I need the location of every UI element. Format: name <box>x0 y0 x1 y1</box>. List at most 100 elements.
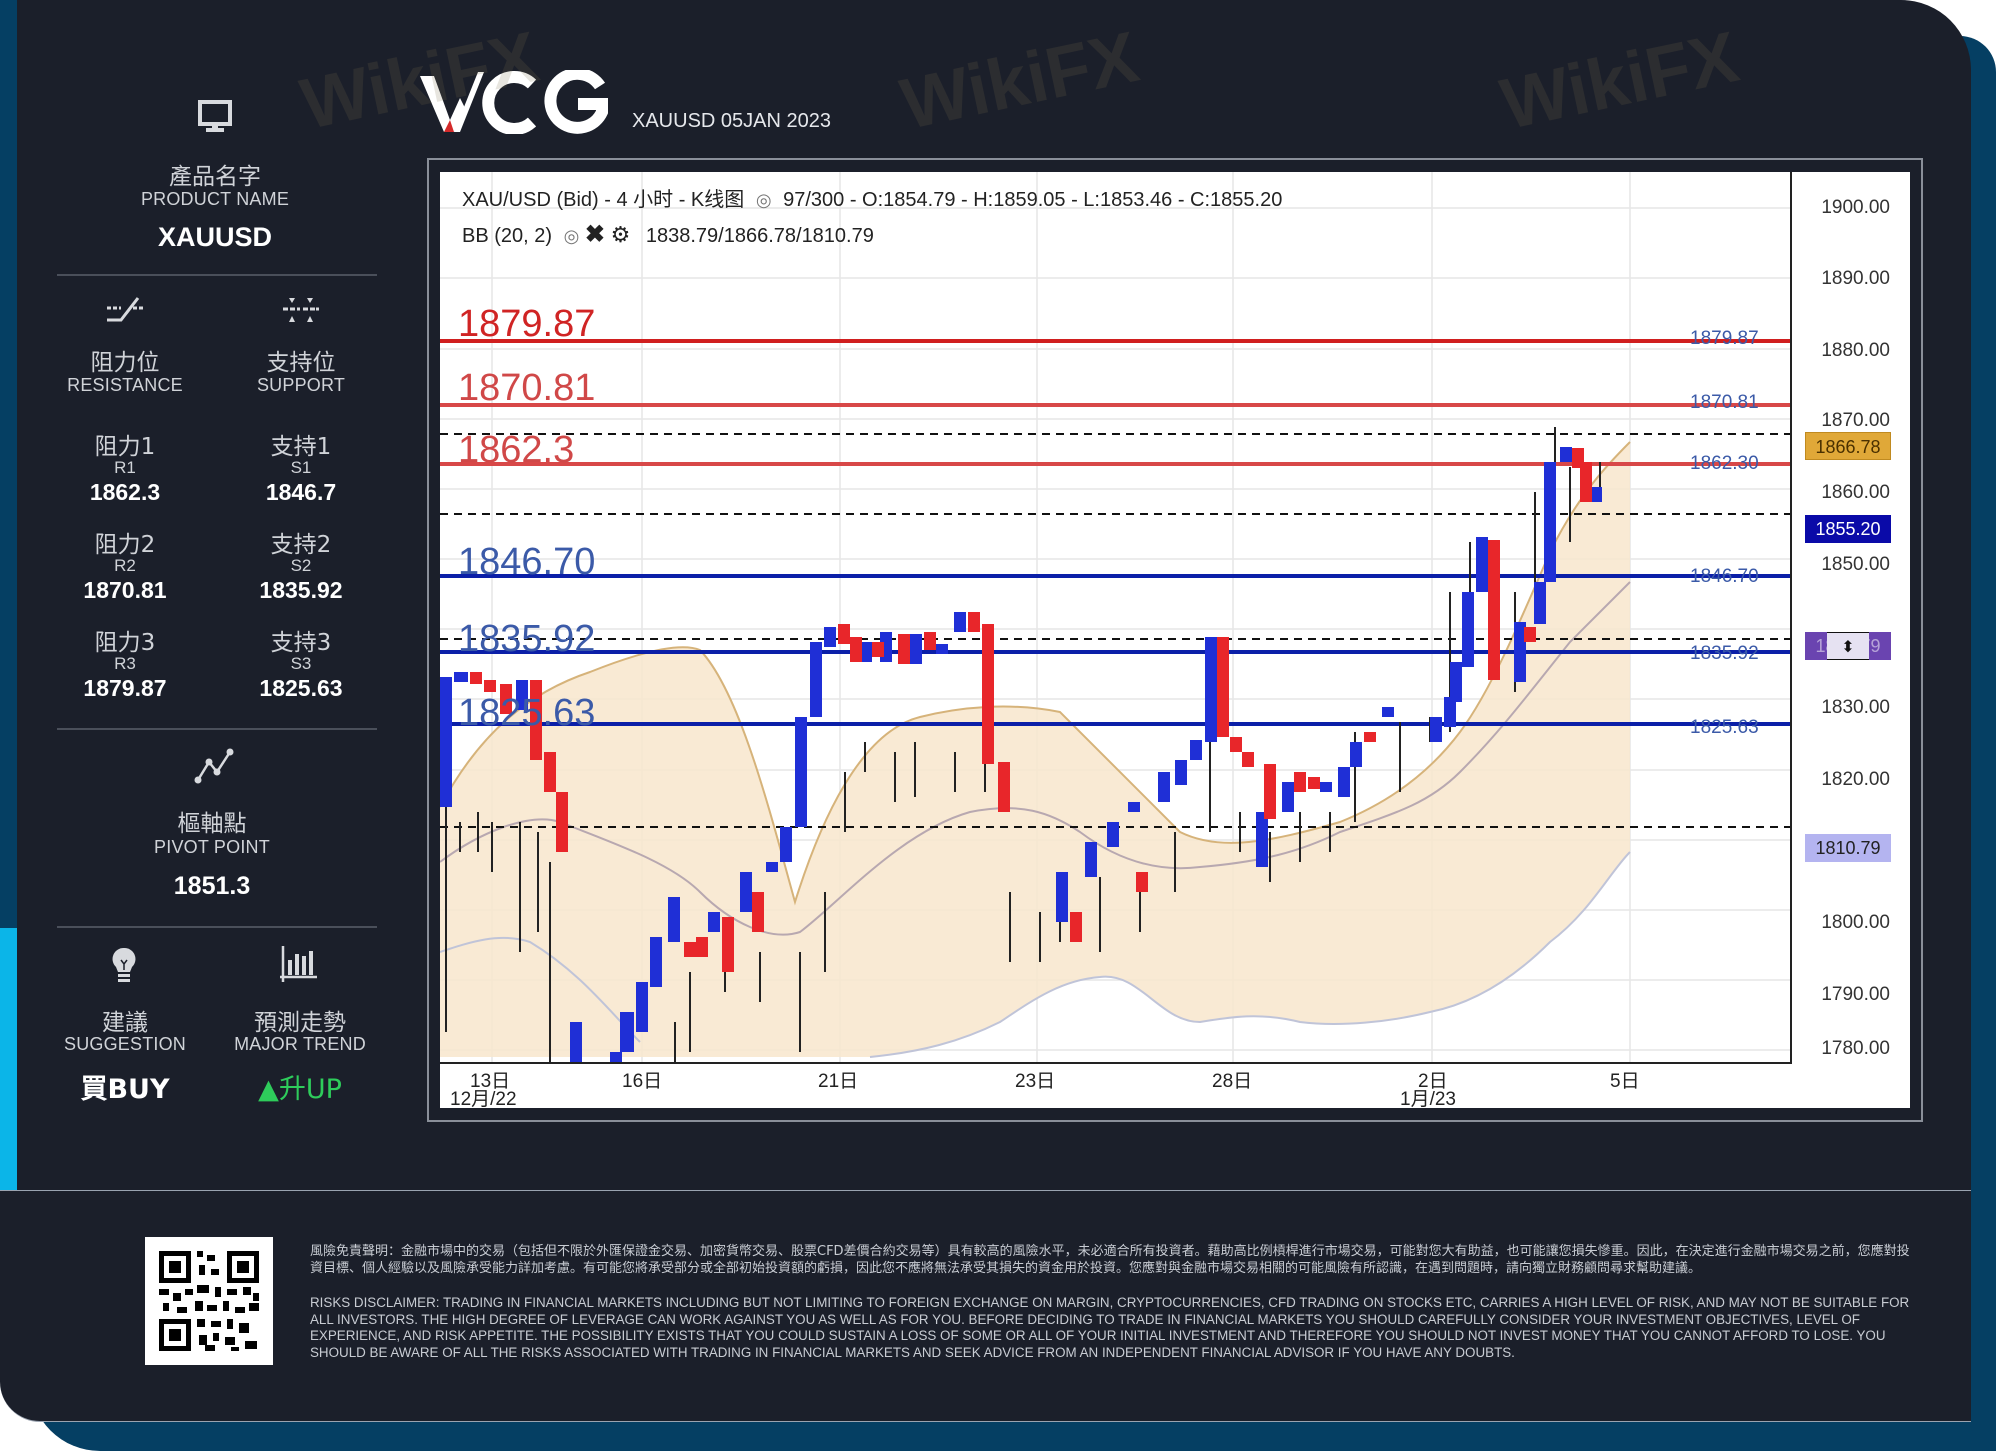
r2-value: 1870.81 <box>83 577 167 603</box>
x-tick: 28日 <box>1212 1071 1253 1092</box>
y-axis-line <box>1790 172 1792 1062</box>
y-tick: 1850.00 <box>1821 554 1890 575</box>
y-tick: 1790.00 <box>1821 984 1890 1005</box>
level-label-r3: 1879.87 <box>458 303 596 345</box>
indicator-values: 1838.79/1866.78/1810.79 <box>645 225 874 247</box>
x-axis-line <box>440 1062 1792 1064</box>
x-tick: 16日 <box>622 1071 663 1092</box>
y-tick: 1890.00 <box>1821 268 1890 289</box>
y-tick: 1780.00 <box>1821 1038 1890 1059</box>
level-tag-r1: 1862.30 <box>1690 453 1759 474</box>
s3-value: 1825.63 <box>259 675 343 701</box>
last-price-tag: 1855.20 <box>1805 515 1891 543</box>
r3-label-zh: 阻力3 <box>94 630 156 656</box>
wcg-logo <box>420 70 608 134</box>
resistance-label-zh: 阻力位 <box>90 350 160 376</box>
report-title: XAUUSD 05JAN 2023 <box>632 110 831 132</box>
pivot-chart-icon <box>194 748 234 784</box>
trend-label-en: MAJOR TREND <box>234 1034 366 1054</box>
x-tick: 23日 <box>1015 1071 1056 1092</box>
indicator-eye-icon[interactable]: ◎ <box>563 226 580 246</box>
y-tick: 1820.00 <box>1821 769 1890 790</box>
product-label-en: PRODUCT NAME <box>140 189 290 209</box>
s2-code: S2 <box>290 556 312 575</box>
r1-label-zh: 阻力1 <box>94 434 156 460</box>
x-tick: 2日 <box>1418 1071 1448 1092</box>
disclaimer-chinese: 風險免責聲明：金融市場中的交易（包括但不限於外匯保證金交易、加密貨幣交易、股票C… <box>310 1244 1910 1276</box>
product-label-zh: 產品名字 <box>169 164 261 190</box>
r1-code: R1 <box>114 458 136 477</box>
trend-label-zh: 預測走勢 <box>254 1010 346 1036</box>
suggestion-label-en: SUGGESTION <box>63 1034 186 1054</box>
drag-handle-icon[interactable]: ⬍ <box>1827 632 1869 660</box>
level-tag-s2: 1835.92 <box>1690 643 1759 664</box>
trend-value: ▲升UP <box>200 1067 400 1106</box>
bar-chart-icon <box>280 946 317 982</box>
divider <box>57 274 377 276</box>
x-tick: 13日 <box>470 1071 511 1092</box>
r1-value: 1862.3 <box>89 479 161 505</box>
suggestion-value: 買BUY <box>80 1074 170 1105</box>
chart-legend-indicator: BB (20, 2) ◎ ✖ ⚙ 1838.79/1866.78/1810.79 <box>462 220 874 249</box>
bb-middle-tag[interactable]: 1838.79 ⬍ <box>1805 632 1891 660</box>
y-tick: 1830.00 <box>1821 697 1890 718</box>
s1-label-zh: 支持1 <box>270 434 332 460</box>
ohlc-stats: 97/300 - O:1854.79 - H:1859.05 - L:1853.… <box>783 189 1283 211</box>
candlestick-plot[interactable] <box>440 172 1790 1062</box>
x-tick: 21日 <box>818 1071 859 1092</box>
qr-code[interactable] <box>145 1237 273 1365</box>
y-tick: 1870.00 <box>1821 410 1890 431</box>
monitor-icon <box>198 100 232 132</box>
s1-value: 1846.7 <box>265 479 337 505</box>
disclaimer-english: RISKS DISCLAIMER: TRADING IN FINANCIAL M… <box>310 1295 1910 1360</box>
level-tag-r3: 1879.87 <box>1690 328 1759 349</box>
level-label-r2: 1870.81 <box>458 367 596 409</box>
indicator-name: BB (20, 2) <box>462 225 553 247</box>
r3-value: 1879.87 <box>83 675 167 701</box>
level-tag-r2: 1870.81 <box>1690 392 1759 413</box>
pivot-label-en: PIVOT POINT <box>154 837 270 857</box>
divider <box>57 728 377 730</box>
pivot-label-zh: 樞軸點 <box>177 811 247 837</box>
level-label-r1: 1862.3 <box>458 429 575 471</box>
y-tick: 1860.00 <box>1821 482 1890 503</box>
level-tag-s3: 1825.63 <box>1690 717 1759 738</box>
pivot-value: 1851.3 <box>173 872 251 900</box>
y-tick: 1800.00 <box>1821 912 1890 933</box>
indicator-settings-gear-icon[interactable]: ⚙ <box>610 222 631 247</box>
y-tick: 1880.00 <box>1821 340 1890 361</box>
s2-label-zh: 支持2 <box>270 532 332 558</box>
accent-strip <box>0 0 18 928</box>
accent-strip-highlight <box>0 928 18 1190</box>
support-icon <box>283 298 319 322</box>
indicator-remove-icon[interactable]: ✖ <box>584 221 605 248</box>
y-tick: 1900.00 <box>1821 197 1890 218</box>
resistance-icon <box>107 297 143 322</box>
lightbulb-icon <box>112 947 136 982</box>
level-label-s3: 1825.63 <box>458 692 596 734</box>
product-value: XAUUSD <box>157 222 272 252</box>
r2-code: R2 <box>114 556 136 575</box>
bb-upper-tag: 1866.78 <box>1805 432 1891 460</box>
s2-value: 1835.92 <box>259 577 343 603</box>
divider <box>57 926 377 928</box>
x-tick: 5日 <box>1610 1071 1640 1092</box>
chart-symbol-title: XAU/USD (Bid) - 4 小时 - K线图 <box>462 189 745 211</box>
visibility-eye-icon[interactable]: ◎ <box>755 190 772 210</box>
support-label-en: SUPPORT <box>256 375 346 395</box>
support-label-zh: 支持位 <box>266 350 336 376</box>
resistance-label-en: RESISTANCE <box>67 375 183 395</box>
s1-code: S1 <box>290 458 312 477</box>
r2-label-zh: 阻力2 <box>94 532 156 558</box>
suggestion-label-zh: 建議 <box>102 1010 148 1036</box>
level-label-s2: 1835.92 <box>458 618 596 660</box>
level-tag-s1: 1846.70 <box>1690 566 1759 587</box>
x-subtick: 12月/22 <box>450 1089 517 1110</box>
x-subtick: 1月/23 <box>1400 1089 1456 1110</box>
qr-code-icon <box>159 1251 259 1351</box>
r3-code: R3 <box>114 654 136 673</box>
level-label-s1: 1846.70 <box>458 541 596 583</box>
trend-up-arrow-icon: ▲ <box>258 1074 279 1105</box>
trend-value-text: 升UP <box>278 1074 342 1105</box>
disclaimer-footer <box>0 1190 1971 1422</box>
